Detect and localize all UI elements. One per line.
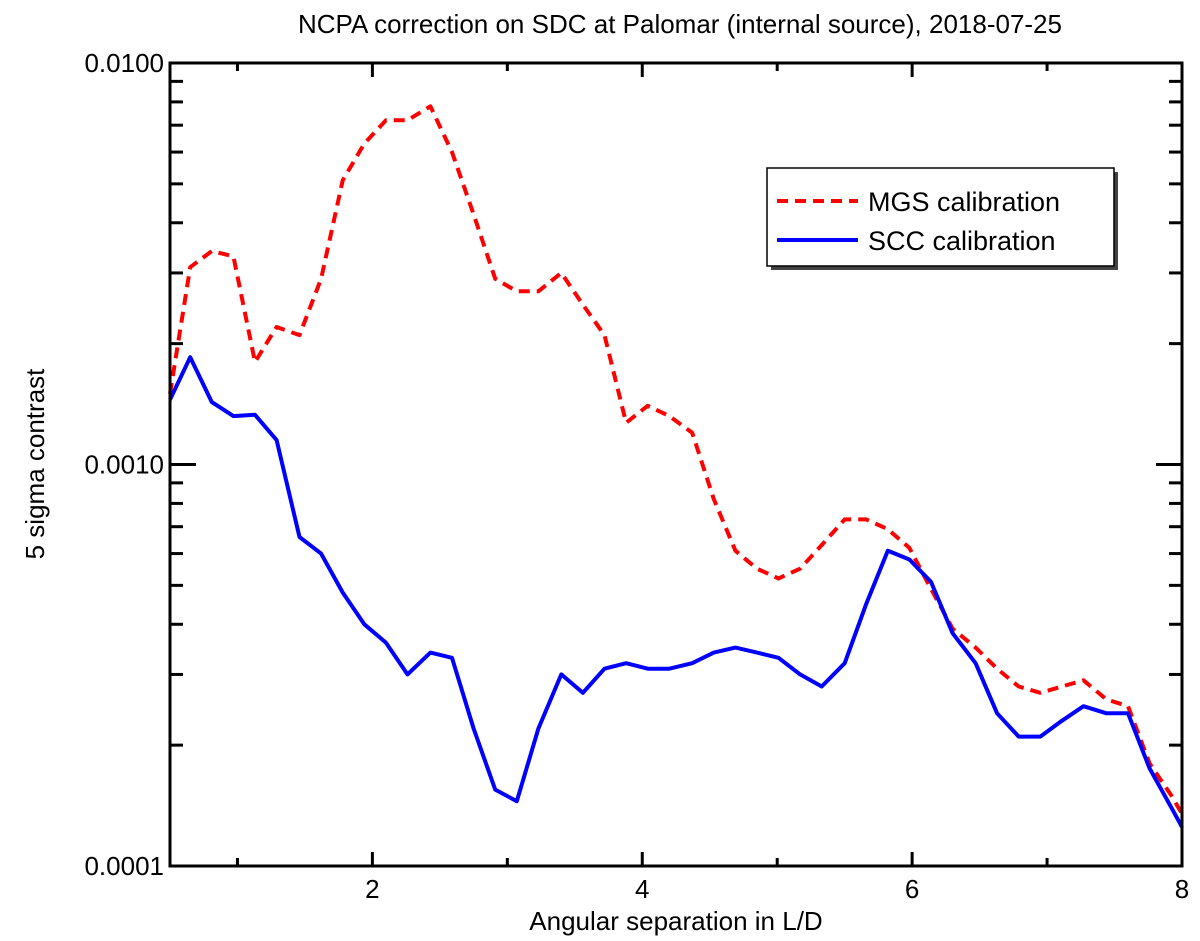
x-tick-label: 2 <box>365 874 379 904</box>
legend-label: MGS calibration <box>868 187 1060 217</box>
y-tick-label: 0.0010 <box>84 450 164 480</box>
chart-title: NCPA correction on SDC at Palomar (inter… <box>298 9 1062 39</box>
y-tick-label: 0.0100 <box>84 48 164 78</box>
series-line-mgs <box>168 104 1184 815</box>
legend: MGS calibration SCC calibration <box>766 167 1118 270</box>
y-axis-label: 5 sigma contrast <box>20 368 50 560</box>
legend-label: SCC calibration <box>868 226 1056 256</box>
x-tick-label: 6 <box>905 874 919 904</box>
x-axis-label: Angular separation in L/D <box>529 906 822 936</box>
y-tick-label: 0.0001 <box>84 851 164 881</box>
legend-box <box>766 167 1115 267</box>
x-tick-label: 8 <box>1175 874 1189 904</box>
x-tick-label: 4 <box>635 874 649 904</box>
plot-series <box>168 104 1184 829</box>
plot-frame <box>168 61 1184 868</box>
series-line-scc <box>168 355 1184 829</box>
